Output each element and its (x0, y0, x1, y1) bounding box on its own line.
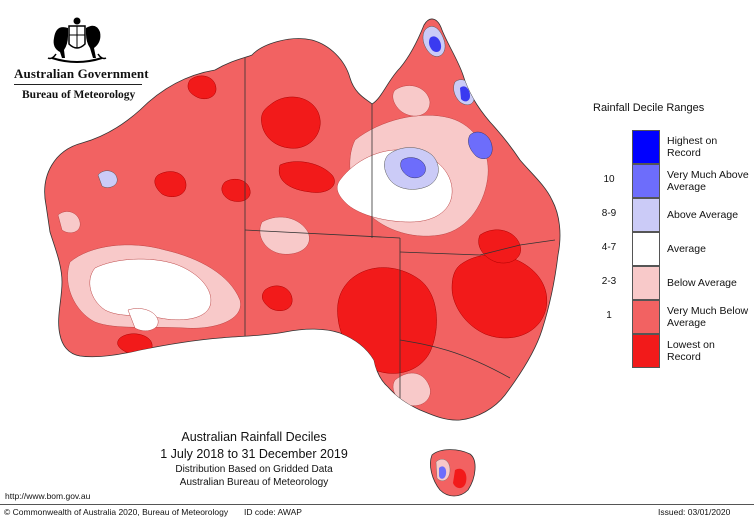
legend-item: Lowest on Record (595, 334, 750, 368)
very-much-above-average-region (468, 131, 493, 159)
legend-swatch (632, 198, 660, 232)
lowest-on-record-region (154, 171, 187, 197)
lowest-on-record-region (221, 179, 251, 202)
legend-swatch (632, 300, 660, 334)
mainland-shape (44, 18, 561, 421)
legend-label: Below Average (667, 277, 737, 289)
below-average-region (57, 211, 81, 233)
legend-label: Very Much Above Average (667, 169, 749, 193)
government-label: Australian Government (14, 66, 149, 81)
legend-range: 8-9 (601, 208, 617, 219)
very-much-above-average-region (439, 466, 447, 479)
below-average-region (392, 372, 431, 406)
lowest-on-record-region (278, 161, 335, 193)
legend-item: 2-3 Below Average (595, 266, 750, 300)
lowest-on-record-region (453, 468, 467, 489)
legend-swatch (632, 266, 660, 300)
legend-item: 8-9 Above Average (595, 198, 750, 232)
legend-item: Highest on Record (595, 130, 750, 164)
map-period: 1 July 2018 to 31 December 2019 (160, 447, 348, 461)
legend-label: Very Much Below Average (667, 305, 749, 329)
issued-date-text: Issued: 03/01/2020 (658, 507, 731, 517)
map-subtitle: Distribution Based on Gridded Data (175, 464, 333, 475)
lowest-on-record-region (262, 285, 293, 311)
lowest-on-record-region (261, 96, 321, 149)
legend-label: Average (667, 243, 706, 255)
header-divider (14, 84, 142, 85)
map-title-block: Australian Rainfall Deciles 1 July 2018 … (140, 430, 368, 488)
legend-range: 10 (603, 174, 615, 185)
legend-swatch (632, 232, 660, 266)
map-title: Australian Rainfall Deciles (181, 430, 327, 444)
lowest-on-record-region (187, 75, 217, 99)
lowest-on-record-region (337, 267, 437, 374)
legend-label: Above Average (667, 209, 739, 221)
legend-range: 4-7 (601, 242, 617, 253)
legend-item: 1 Very Much Below Average (595, 300, 750, 334)
legend-range: 1 (606, 310, 612, 321)
id-code-text: ID code: AWAP (244, 507, 302, 517)
legend-item: 10 Very Much Above Average (595, 164, 750, 198)
footer: © Commonwealth of Australia 2020, Bureau… (0, 504, 754, 519)
legend-item: 4-7 Average (595, 232, 750, 266)
lowest-on-record-region (478, 229, 521, 264)
very-much-above-average-region (460, 86, 470, 102)
state-border (399, 339, 511, 379)
bureau-label: Bureau of Meteorology (22, 89, 136, 101)
legend-label: Highest on Record (667, 135, 718, 159)
legend-swatch (632, 334, 660, 368)
copyright-text: © Commonwealth of Australia 2020, Bureau… (4, 507, 229, 517)
website-link[interactable]: http://www.bom.gov.au (5, 491, 91, 501)
average-region (127, 308, 159, 331)
state-border (244, 229, 401, 239)
very-much-above-average-region (400, 157, 426, 179)
legend-range: 2-3 (601, 276, 617, 287)
lowest-on-record-region (451, 254, 547, 339)
above-average-region (97, 170, 118, 188)
map-source: Australian Bureau of Meteorology (179, 477, 329, 488)
very-much-above-average-region (428, 36, 442, 53)
state-border (399, 239, 556, 256)
legend-label: Lowest on Record (667, 339, 715, 363)
below-average-region (392, 85, 431, 117)
legend-swatch (632, 130, 660, 164)
above-average-region (333, 38, 355, 57)
average-region (89, 258, 212, 321)
below-average-region (259, 216, 310, 255)
legend-title: Rainfall Decile Ranges (593, 102, 705, 114)
coat-of-arms-icon (47, 17, 107, 63)
legend-swatch (632, 164, 660, 198)
